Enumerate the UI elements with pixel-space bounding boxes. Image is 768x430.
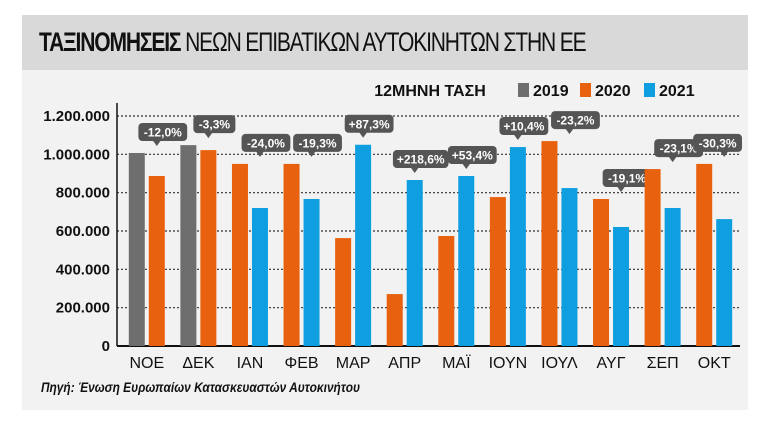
chart-title: ΤΑΞΙΝΟΜΗΣΕΙΣ ΝΕΩΝ ΕΠΙΒΑΤΙΚΩΝ ΑΥΤΟΚΙΝΗΤΩΝ… bbox=[39, 27, 587, 58]
change-label-box bbox=[241, 133, 291, 152]
bar-2021-ΜΑΡ bbox=[355, 144, 372, 346]
x-tick-label: ΙΑΝ bbox=[237, 355, 264, 372]
change-label-pointer bbox=[152, 140, 161, 146]
bar-2021-ΟΚΤ bbox=[716, 219, 733, 346]
bar-2020-ΣΕΠ bbox=[644, 169, 661, 346]
x-tick-label: ΣΕΠ bbox=[647, 355, 679, 372]
x-tick-label: ΦΕΒ bbox=[284, 355, 318, 372]
change-label: -30,3% bbox=[699, 136, 737, 150]
bar-2020-ΝΟΕ bbox=[148, 175, 165, 346]
change-label-box bbox=[138, 122, 188, 141]
change-label-box bbox=[654, 139, 704, 158]
bar-2020-ΜΑΪ bbox=[438, 235, 455, 346]
y-tick-label: 1.000.000 bbox=[43, 146, 110, 163]
bar-2021-ΜΑΪ bbox=[458, 175, 475, 346]
bar-2020-ΙΑΝ bbox=[231, 163, 248, 346]
x-tick-label: ΙΟΥΛ bbox=[541, 355, 578, 372]
change-label: +10,4% bbox=[503, 120, 544, 134]
title-bar: ΤΑΞΙΝΟΜΗΣΕΙΣ ΝΕΩΝ ΕΠΙΒΑΤΙΚΩΝ ΑΥΤΟΚΙΝΗΤΩΝ… bbox=[22, 15, 748, 70]
change-label: -19,1% bbox=[608, 171, 646, 185]
x-tick-label: ΜΑΡ bbox=[336, 355, 371, 372]
bar-2021-ΦΕΒ bbox=[303, 198, 320, 346]
y-tick-label: 400.000 bbox=[56, 261, 110, 278]
change-label-pointer bbox=[255, 151, 264, 157]
bar-2020-ΑΠΡ bbox=[386, 294, 403, 346]
legend-label-2019: 2019 bbox=[533, 83, 569, 100]
legend-label-2020: 2020 bbox=[595, 83, 631, 100]
change-label-pointer bbox=[720, 151, 729, 157]
bar-2021-ΑΥΓ bbox=[613, 226, 630, 346]
change-label-pointer bbox=[462, 163, 471, 169]
bar-2020-ΙΟΥΛ bbox=[541, 141, 558, 346]
change-label: +87,3% bbox=[349, 117, 390, 131]
change-label-box bbox=[602, 168, 652, 187]
x-tick-label: ΙΟΥΝ bbox=[489, 355, 528, 372]
bar-2020-ΜΑΡ bbox=[335, 238, 352, 346]
bar-2019-ΝΟΕ bbox=[128, 152, 145, 346]
y-tick-label: 0 bbox=[102, 338, 110, 355]
change-label: -24,0% bbox=[247, 136, 285, 150]
bar-2020-ΟΚΤ bbox=[696, 163, 713, 346]
change-label-box bbox=[193, 115, 236, 134]
change-label-box bbox=[447, 145, 497, 164]
change-label-box bbox=[499, 117, 549, 136]
x-tick-label: ΝΟΕ bbox=[129, 355, 164, 372]
change-label: -23,2% bbox=[556, 114, 594, 128]
legend-label-2021: 2021 bbox=[659, 83, 695, 100]
x-tick-label: ΟΚΤ bbox=[698, 355, 731, 372]
change-label-box bbox=[693, 133, 742, 152]
bar-2020-ΦΕΒ bbox=[283, 163, 300, 346]
bar-2020-ΑΥΓ bbox=[593, 198, 610, 346]
legend-swatch-2019 bbox=[518, 83, 529, 97]
title-bold: ΤΑΞΙΝΟΜΗΣΕΙΣ bbox=[39, 27, 182, 57]
change-label-pointer bbox=[565, 128, 574, 135]
change-label-box bbox=[344, 114, 394, 133]
bar-2021-ΑΠΡ bbox=[406, 180, 423, 346]
change-label-pointer bbox=[410, 167, 419, 174]
change-label: -23,1% bbox=[660, 142, 698, 156]
x-tick-label: ΑΥΓ bbox=[597, 355, 626, 372]
title-rest: ΝΕΩΝ ΕΠΙΒΑΤΙΚΩΝ ΑΥΤΟΚΙΝΗΤΩΝ ΣΤΗΝ ΕΕ bbox=[185, 27, 587, 57]
change-label-pointer bbox=[668, 156, 677, 163]
legend-swatch-2021 bbox=[644, 83, 655, 97]
change-label: -3,3% bbox=[199, 118, 231, 132]
change-label-pointer bbox=[307, 151, 316, 157]
change-label-pointer bbox=[359, 132, 368, 138]
change-label-box bbox=[392, 150, 449, 169]
y-tick-label: 1.200.000 bbox=[43, 108, 110, 125]
source-note: Πηγή: Ένωση Ευρωπαίων Κατασκευαστών Αυτο… bbox=[41, 379, 361, 395]
change-label: +53,4% bbox=[452, 148, 493, 162]
annotation-title: 12ΜΗΝΗ ΤΑΣΗ bbox=[374, 83, 486, 100]
y-tick-label: 200.000 bbox=[56, 300, 110, 317]
change-label-pointer bbox=[617, 186, 626, 192]
change-label: -19,3% bbox=[299, 136, 337, 150]
x-tick-label: ΔΕΚ bbox=[182, 355, 214, 372]
change-label-box bbox=[551, 111, 600, 130]
y-tick-label: 800.000 bbox=[56, 185, 110, 202]
bar-2019-ΔΕΚ bbox=[180, 145, 197, 346]
bar-2020-ΔΕΚ bbox=[200, 150, 217, 346]
change-label-box bbox=[293, 133, 342, 152]
bar-2021-ΙΑΝ bbox=[251, 208, 268, 346]
change-label: -12,0% bbox=[144, 125, 182, 139]
y-tick-label: 600.000 bbox=[56, 223, 110, 240]
change-label-pointer bbox=[513, 134, 522, 141]
bar-2021-ΣΕΠ bbox=[664, 208, 681, 346]
bar-2021-ΙΟΥΛ bbox=[561, 188, 578, 346]
bar-2021-ΙΟΥΝ bbox=[509, 147, 526, 346]
x-tick-label: ΜΑΪ bbox=[442, 354, 471, 372]
change-label: +218,6% bbox=[397, 153, 445, 167]
legend-swatch-2020 bbox=[580, 83, 591, 97]
change-label-pointer bbox=[204, 132, 213, 139]
bar-2020-ΙΟΥΝ bbox=[489, 197, 506, 346]
x-tick-label: ΑΠΡ bbox=[388, 355, 421, 372]
